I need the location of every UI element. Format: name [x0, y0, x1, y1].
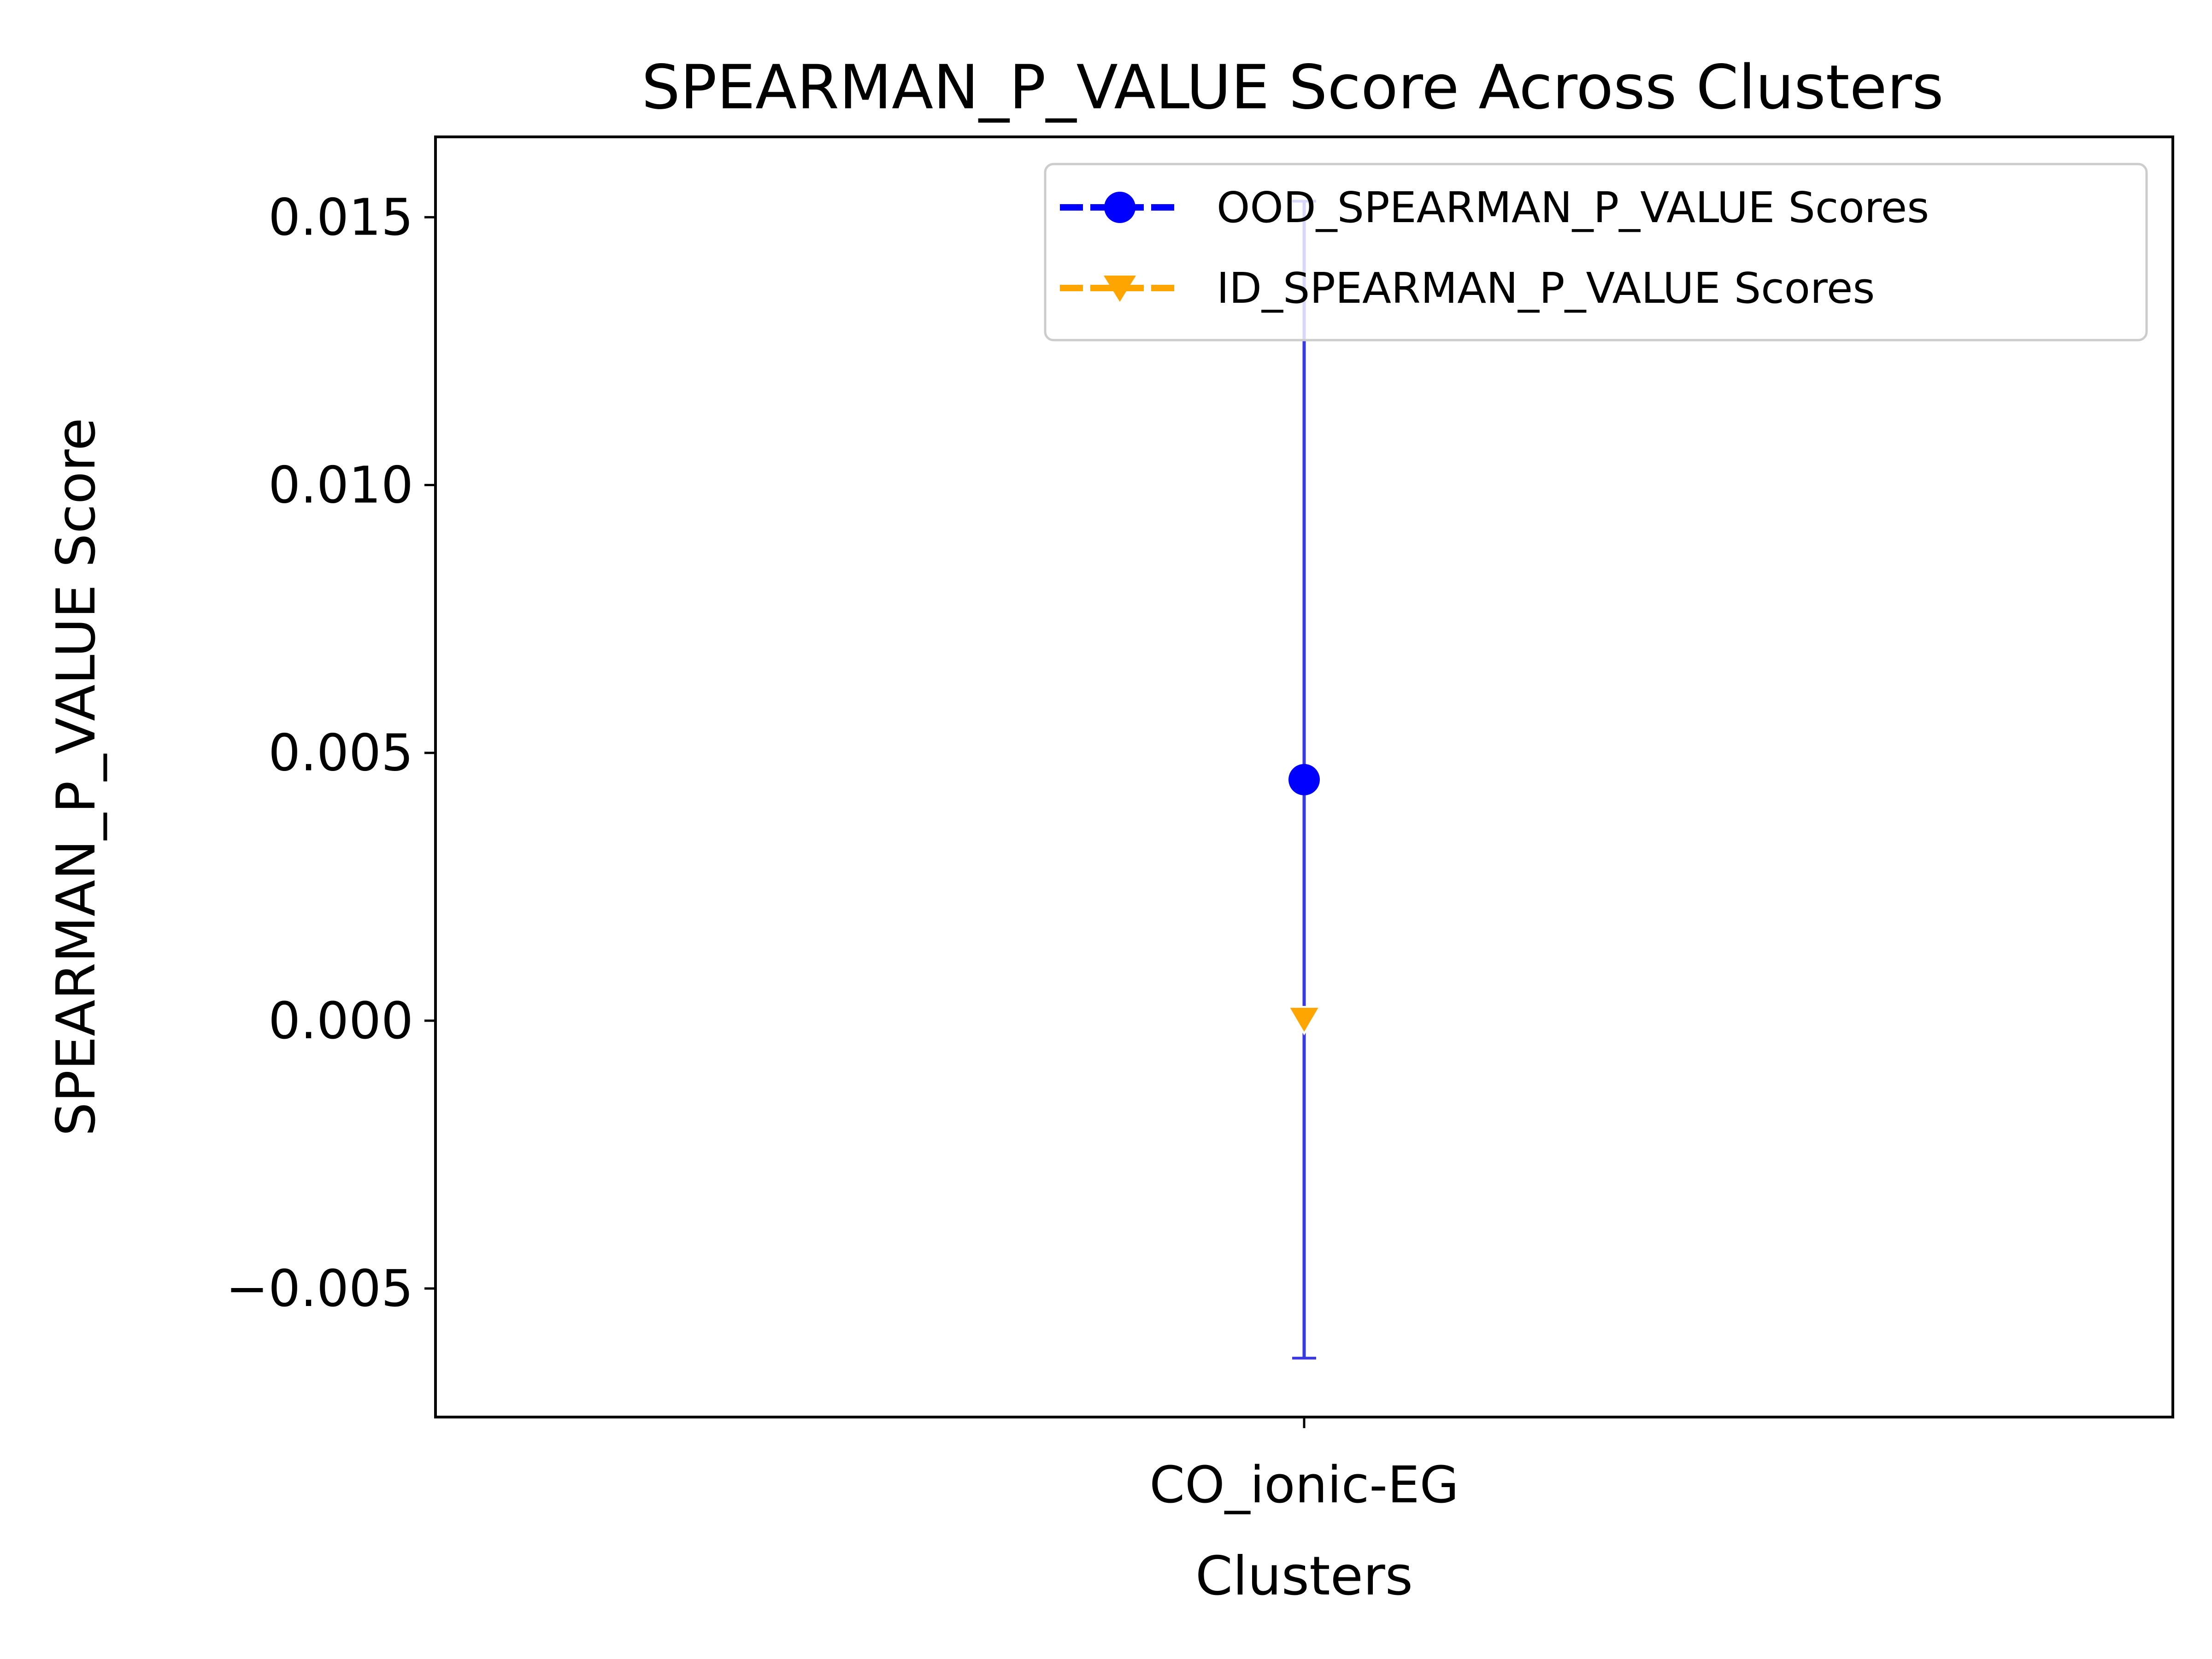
legend-ood-marker: [1104, 192, 1135, 223]
x-axis-label: Clusters: [1195, 1545, 1413, 1607]
y-tick-label: 0.010: [268, 456, 413, 515]
legend-id-marker: [1104, 276, 1136, 302]
y-tick-label: 0.000: [268, 991, 413, 1050]
y-axis-label: SPEARMAN_P_VALUE Score: [45, 418, 107, 1136]
legend-ood-label: OOD_SPEARMAN_P_VALUE Scores: [1217, 183, 1929, 232]
legend-id-label: ID_SPEARMAN_P_VALUE Scores: [1217, 264, 1875, 313]
y-tick-label: 0.005: [268, 724, 413, 782]
y-tick-label: 0.015: [268, 188, 413, 247]
y-tick-label: −0.005: [226, 1259, 413, 1318]
id-point-marker: [1287, 1006, 1322, 1035]
x-tick-label: CO_ionic-EG: [1149, 1455, 1459, 1514]
ood-point-marker: [1288, 764, 1320, 795]
legend: OOD_SPEARMAN_P_VALUE Scores ID_SPEARMAN_…: [1044, 163, 2148, 341]
legend-frame: [1044, 163, 2148, 341]
chart-title: SPEARMAN_P_VALUE Score Across Clusters: [641, 52, 1944, 123]
